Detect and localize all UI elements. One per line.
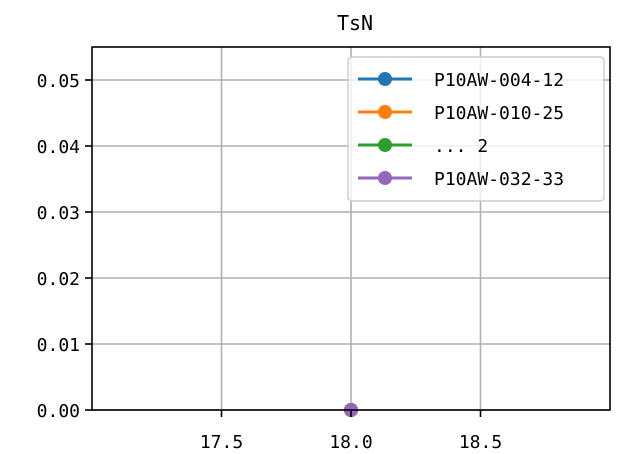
legend-label: ... 2 xyxy=(434,136,488,157)
axes: 17.5 18.0 18.5 0.00 0.01 0.02 0.03 0.04 0.05 xyxy=(37,46,611,453)
legend-marker xyxy=(378,171,392,185)
y-tick-label: 0.03 xyxy=(37,203,80,224)
y-tick-label: 0.01 xyxy=(37,335,80,356)
y-tick-label: 0.04 xyxy=(37,137,80,158)
legend-marker xyxy=(378,72,392,86)
chart-title: TsN xyxy=(337,11,373,35)
legend-marker xyxy=(378,138,392,152)
y-tick-label: 0.00 xyxy=(37,401,80,422)
x-tick-label: 17.5 xyxy=(200,432,243,453)
legend-label: P10AW-004-12 xyxy=(434,70,564,91)
legend-marker xyxy=(378,105,392,119)
legend: P10AW-004-12 P10AW-010-25 ... 2 P10AW-032-3… xyxy=(347,56,605,202)
y-tick-label: 0.02 xyxy=(37,269,80,290)
x-tick-label: 18.0 xyxy=(329,432,372,453)
legend-label: P10AW-010-25 xyxy=(434,103,564,124)
y-tick-label: 0.05 xyxy=(37,71,80,92)
legend-label: P10AW-032-33 xyxy=(434,169,564,190)
x-tick-label: 18.5 xyxy=(459,432,502,453)
legend-box xyxy=(347,56,605,202)
